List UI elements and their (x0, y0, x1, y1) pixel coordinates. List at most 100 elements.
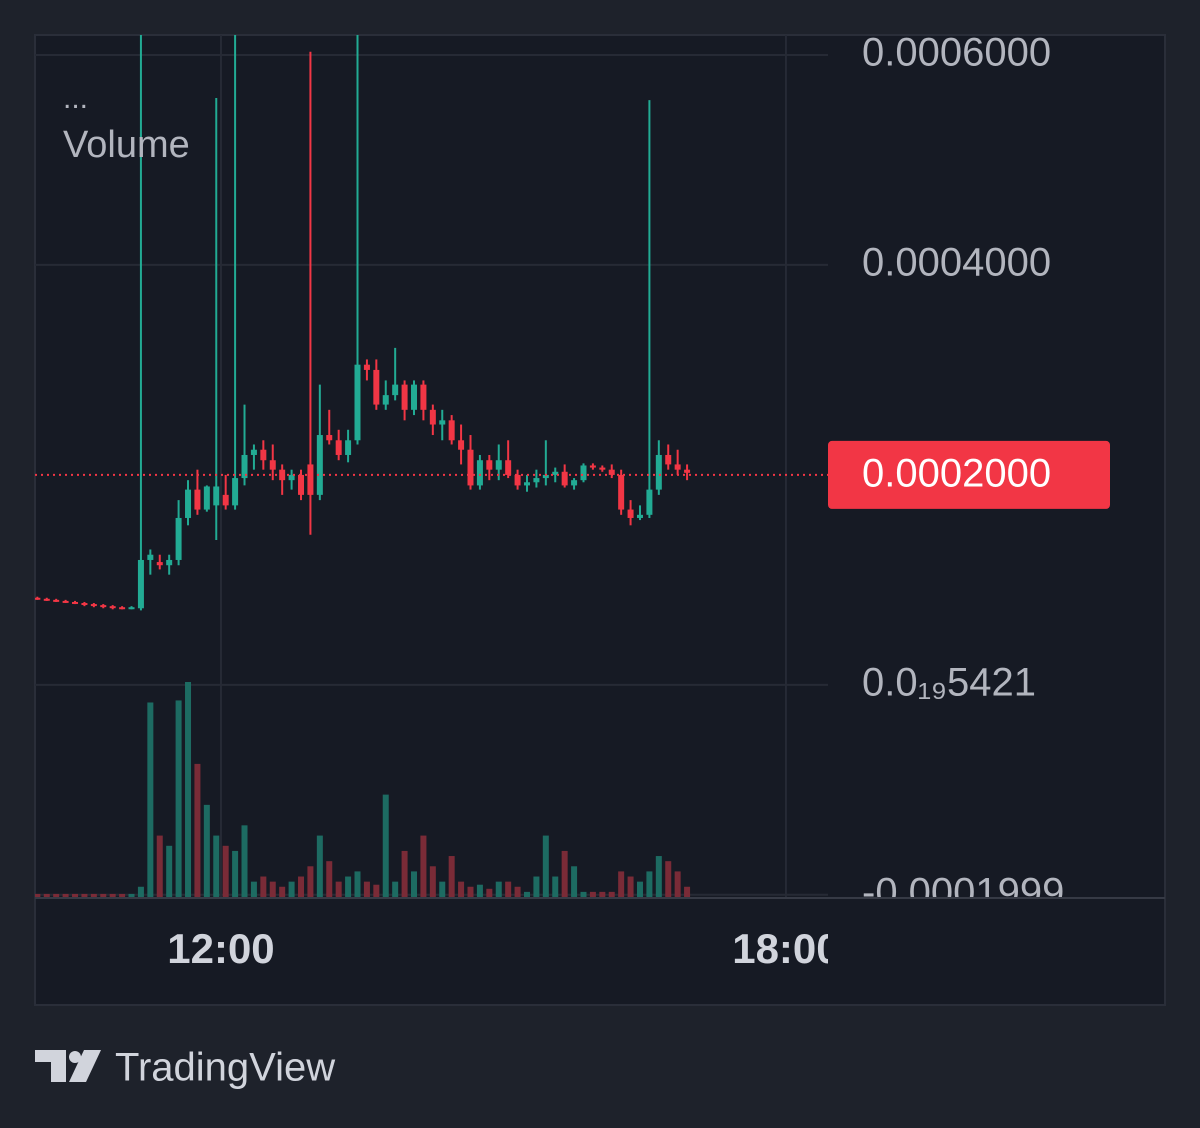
candle-body (185, 489, 192, 518)
candle-body (655, 454, 662, 490)
candle-body (345, 440, 352, 455)
volume-bar (627, 876, 634, 897)
candle-body (411, 384, 418, 410)
candle-body (307, 464, 314, 495)
candle-body (354, 364, 361, 441)
x-tick-label: 18:00 (732, 925, 839, 972)
volume-bar (72, 893, 79, 897)
volume-bar (373, 884, 380, 897)
candle-body (156, 562, 163, 566)
x-tick-label: 12:00 (167, 925, 274, 972)
y-tick-label: 0.0₁₉5421 (862, 660, 1036, 704)
candle-body (166, 559, 173, 566)
candle-body (420, 384, 427, 410)
volume-bar (599, 891, 606, 897)
candle-body (458, 440, 465, 450)
volume-bar (382, 794, 389, 897)
volume-bar (571, 866, 578, 897)
volume-bar (288, 881, 295, 897)
candle-body (222, 494, 229, 506)
candle-body (335, 440, 342, 455)
volume-bar (655, 856, 662, 897)
volume-bar (128, 893, 135, 897)
candle-body (298, 474, 305, 495)
volume-bar (316, 835, 323, 897)
volume-bar (43, 893, 50, 897)
volume-bar (260, 876, 267, 897)
volume-bar (618, 871, 625, 897)
candle-body (119, 607, 126, 610)
volume-bar (335, 881, 342, 897)
candle-body (62, 600, 69, 603)
volume-bar (326, 861, 333, 897)
candle-body (618, 474, 625, 510)
volume-bar (684, 886, 691, 897)
volume-bar (279, 886, 286, 897)
candle-body (561, 471, 568, 486)
volume-bar (589, 891, 596, 897)
volume-bar (166, 845, 173, 897)
candle-body (665, 454, 672, 465)
volume-bar (62, 893, 69, 897)
candle-body (382, 395, 389, 405)
volume-bar (580, 891, 587, 897)
volume-bar (665, 861, 672, 897)
candle-body (53, 599, 60, 602)
volume-bar (476, 884, 483, 897)
candle-body (326, 435, 333, 441)
candle-body (288, 474, 295, 481)
candle-body (250, 449, 257, 455)
candle-body (571, 480, 578, 486)
candle-body (392, 384, 399, 396)
candle-body (646, 489, 653, 515)
chart-panel (34, 34, 1166, 1006)
volume-bar (411, 871, 418, 897)
candle-body (580, 465, 587, 481)
last-price-badge (828, 440, 1110, 509)
volume-bar (646, 871, 653, 897)
candle-body (608, 469, 615, 475)
volume-bar (213, 835, 220, 897)
candle-body (429, 409, 436, 425)
candle-body (363, 364, 370, 370)
candle-body (109, 606, 116, 609)
volume-bar (232, 850, 239, 897)
volume-bar (194, 763, 201, 897)
plot-area (35, 35, 691, 897)
volume-bar (109, 893, 116, 897)
candle-body (627, 509, 634, 518)
volume-bar (542, 835, 549, 897)
legend-menu[interactable]: ... (63, 82, 88, 115)
volume-bar (505, 881, 512, 897)
candle-body (448, 420, 455, 441)
candle-body (128, 607, 135, 610)
volume-bar (552, 876, 559, 897)
volume-bar (401, 850, 408, 897)
volume-bar (533, 876, 540, 897)
candle-body (552, 471, 559, 475)
time-axis: 12:00 18:00 (167, 925, 839, 972)
candle-body (194, 489, 201, 510)
candle-body (90, 604, 97, 607)
candle-body (241, 454, 248, 479)
candle-body (373, 369, 380, 405)
y-tick-label: -0.0001999 (862, 870, 1064, 914)
volume-bar (185, 682, 192, 897)
candle-body (533, 478, 540, 483)
volume-bar (608, 891, 615, 897)
candle-body (401, 384, 408, 410)
candle-body (523, 482, 530, 486)
candle-body (505, 460, 512, 475)
candle-body (439, 420, 446, 425)
volume-bar (523, 891, 530, 897)
last-price-label: 0.0002000 (862, 451, 1051, 495)
candle-body (213, 486, 220, 506)
candle-body (43, 598, 50, 601)
volume-bar (241, 825, 248, 897)
candle-body (137, 559, 144, 609)
candle-body (316, 435, 323, 495)
volume-bar (250, 881, 257, 897)
volume-bar (429, 866, 436, 897)
